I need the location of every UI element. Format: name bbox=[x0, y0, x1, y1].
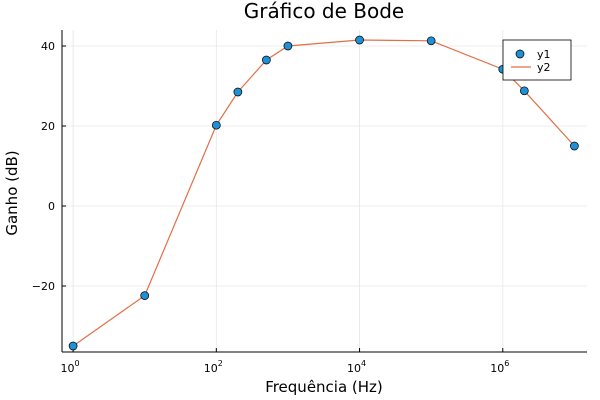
grid bbox=[62, 30, 587, 352]
y-tick-label: −20 bbox=[32, 280, 55, 293]
legend-y2-label: y2 bbox=[537, 61, 551, 74]
x-axis-ticks: 100 102 104 106 bbox=[61, 348, 509, 375]
y-axis-label: Ganho (dB) bbox=[3, 150, 21, 235]
y-tick-label: 20 bbox=[41, 120, 55, 133]
data-point bbox=[570, 141, 579, 151]
data-point bbox=[233, 87, 243, 97]
legend-y1-label: y1 bbox=[537, 48, 551, 61]
series-y2-line bbox=[72, 39, 575, 347]
data-point bbox=[262, 55, 271, 65]
chart-title: Gráfico de Bode bbox=[244, 0, 404, 23]
data-point bbox=[283, 41, 293, 51]
data-point bbox=[211, 120, 221, 130]
data-point bbox=[140, 291, 150, 300]
x-axis-label: Frequência (Hz) bbox=[265, 378, 383, 396]
y-tick-label: 0 bbox=[48, 200, 55, 213]
legend-y1-marker bbox=[515, 49, 525, 59]
series-y2-polyline bbox=[72, 39, 575, 347]
data-point bbox=[426, 36, 436, 46]
data-point bbox=[68, 341, 78, 351]
plot-frame bbox=[61, 30, 587, 353]
x-tick-label: 104 bbox=[347, 359, 366, 375]
x-tick-label: 106 bbox=[490, 359, 509, 375]
x-tick-label: 100 bbox=[61, 359, 80, 375]
legend: y1 y2 bbox=[502, 39, 572, 81]
data-point bbox=[519, 86, 529, 96]
y-tick-label: 40 bbox=[41, 40, 55, 53]
legend-box bbox=[502, 39, 572, 81]
x-tick-label: 102 bbox=[204, 359, 223, 375]
series-y1-points bbox=[68, 35, 579, 351]
y-axis-ticks: −20 0 20 40 bbox=[32, 40, 66, 293]
data-point bbox=[355, 35, 364, 45]
